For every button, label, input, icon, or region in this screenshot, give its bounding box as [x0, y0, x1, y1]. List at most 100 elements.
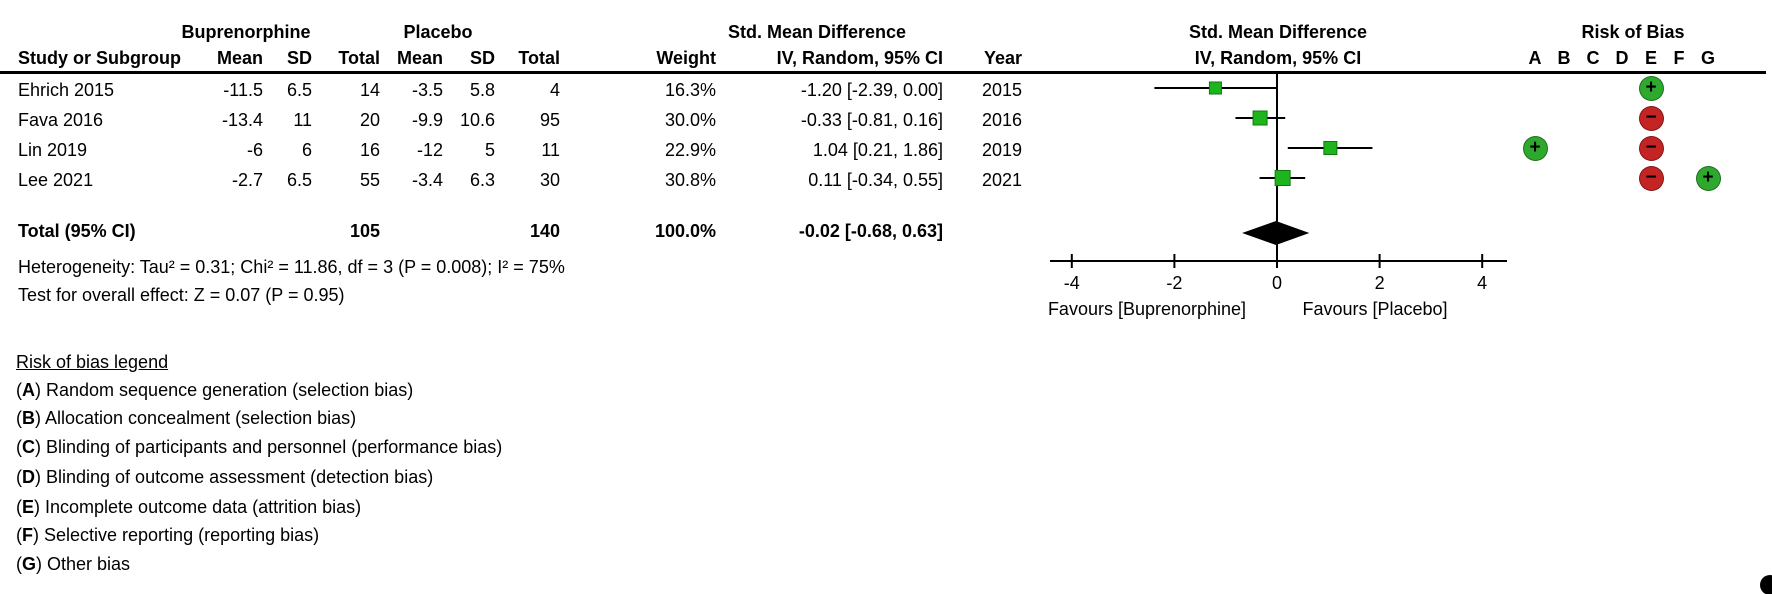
- study-column-header: Study or Subgroup: [18, 48, 181, 68]
- ctl-mean-header: Mean: [396, 48, 443, 68]
- rob-high-risk-icon: −: [1638, 135, 1664, 161]
- ctl-sd-cell: 5.8: [469, 80, 495, 100]
- legend-item-letter: D: [22, 467, 35, 487]
- axis-tick-label: 4: [1477, 273, 1488, 293]
- rob-column-letter: G: [1700, 48, 1716, 68]
- total-row-label: Total (95% CI): [18, 221, 136, 241]
- ctl-total-cell: 30: [539, 170, 560, 190]
- ctl-mean-cell: -9.9: [411, 110, 443, 130]
- legend-item: (E) Incomplete outcome data (attrition b…: [16, 497, 362, 517]
- exp-mean-cell: -2.7: [231, 170, 263, 190]
- ctl-mean-cell: -12: [416, 140, 443, 160]
- ctl-mean-cell: -3.4: [411, 170, 443, 190]
- exp-total-cell: 16: [359, 140, 380, 160]
- pooled-effect-diamond: [1242, 221, 1310, 245]
- ctl-total-cell: 11: [541, 140, 560, 160]
- legend-title: Risk of bias legend: [16, 352, 169, 372]
- effect-measure-plot-header: Std. Mean Difference: [1188, 22, 1368, 42]
- exp-sd-cell: 6.5: [286, 170, 312, 190]
- total-ci-text: -0.02 [-0.68, 0.63]: [798, 221, 943, 241]
- legend-item-letter: F: [22, 525, 33, 545]
- legend-item-letter: A: [22, 380, 35, 400]
- exp-total-cell: 20: [359, 110, 380, 130]
- year-cell: 2021: [981, 170, 1022, 190]
- rob-high-risk-icon: −: [1638, 165, 1664, 191]
- favours-left-label: Favours [Buprenorphine]: [1047, 299, 1247, 319]
- axis-tick-label: -2: [1166, 273, 1183, 293]
- weight-cell: 16.3%: [664, 80, 716, 100]
- header-rule: [0, 71, 1766, 74]
- corner-dot-artifact: [1760, 575, 1772, 594]
- legend-item-letter: E: [22, 497, 35, 517]
- favours-right-label: Favours [Placebo]: [1302, 299, 1448, 319]
- legend-item-letter: B: [22, 408, 35, 428]
- ctl-total-header: Total: [518, 48, 560, 68]
- weight-cell: 30.8%: [664, 170, 716, 190]
- legend-item: (G) Other bias: [16, 554, 131, 574]
- exp-mean-cell: -13.4: [221, 110, 263, 130]
- exp-total-cell: 14: [359, 80, 380, 100]
- exp-mean-cell: -11.5: [223, 80, 263, 100]
- effect-square: [1323, 141, 1338, 155]
- rob-column-letter: C: [1586, 48, 1600, 68]
- exp-total-cell: 55: [359, 170, 380, 190]
- weight-header: Weight: [656, 48, 716, 68]
- experimental-group-header: Buprenorphine: [181, 22, 311, 42]
- rob-column-letter: A: [1528, 48, 1542, 68]
- weight-cell: 22.9%: [664, 140, 716, 160]
- exp-sd-header: SD: [286, 48, 312, 68]
- rob-high-risk-icon: −: [1638, 105, 1664, 131]
- plot-method-header: IV, Random, 95% CI: [1194, 48, 1362, 68]
- effect-square: [1252, 110, 1268, 126]
- ctl-sd-header: SD: [469, 48, 495, 68]
- heterogeneity-stats: Heterogeneity: Tau² = 0.31; Chi² = 11.86…: [18, 257, 565, 277]
- exp-sd-cell: 6: [301, 140, 312, 160]
- legend-item: (D) Blinding of outcome assessment (dete…: [16, 467, 434, 487]
- legend-item: (F) Selective reporting (reporting bias): [16, 525, 320, 545]
- ci-text-cell: -0.33 [-0.81, 0.16]: [800, 110, 943, 130]
- ctl-total-cell: 95: [539, 110, 560, 130]
- rob-column-letter: B: [1557, 48, 1571, 68]
- year-cell: 2019: [981, 140, 1022, 160]
- ctl-sd-cell: 10.6: [459, 110, 495, 130]
- control-group-header: Placebo: [403, 22, 473, 42]
- axis-tick-label: 0: [1271, 273, 1283, 293]
- rob-low-risk-icon: +: [1638, 75, 1664, 101]
- rob-low-risk-icon: +: [1522, 135, 1548, 161]
- effect-square: [1274, 170, 1291, 186]
- axis-tick-label: 2: [1374, 273, 1385, 293]
- legend-item: (B) Allocation concealment (selection bi…: [16, 408, 357, 428]
- rob-column-letter: F: [1673, 48, 1685, 68]
- total-ctl-n: 140: [529, 221, 560, 241]
- exp-sd-cell: 6.5: [286, 80, 312, 100]
- ctl-sd-cell: 6.3: [469, 170, 495, 190]
- total-weight: 100.0%: [654, 221, 716, 241]
- legend-item-letter: G: [22, 554, 37, 574]
- weight-cell: 30.0%: [664, 110, 716, 130]
- rob-column-letter: D: [1615, 48, 1629, 68]
- exp-total-header: Total: [338, 48, 380, 68]
- year-cell: 2015: [981, 80, 1022, 100]
- rob-low-risk-icon: +: [1695, 165, 1721, 191]
- overall-effect-test: Test for overall effect: Z = 0.07 (P = 0…: [18, 285, 345, 305]
- risk-of-bias-title: Risk of Bias: [1581, 22, 1685, 42]
- ci-text-cell: 1.04 [0.21, 1.86]: [812, 140, 943, 160]
- ci-text-cell: 0.11 [-0.34, 0.55]: [808, 170, 943, 190]
- ctl-total-cell: 4: [549, 80, 560, 100]
- ci-text-cell: -1.20 [-2.39, 0.00]: [800, 80, 943, 100]
- year-column-header: Year: [983, 48, 1022, 68]
- rob-column-letter: E: [1644, 48, 1658, 68]
- study-name: Lin 2019: [18, 140, 88, 160]
- year-cell: 2016: [981, 110, 1022, 130]
- study-name: Ehrich 2015: [18, 80, 115, 100]
- effect-square: [1208, 81, 1222, 95]
- exp-mean-header: Mean: [216, 48, 263, 68]
- legend-item: (C) Blinding of participants and personn…: [16, 437, 503, 457]
- study-name: Fava 2016: [18, 110, 104, 130]
- ctl-mean-cell: -3.5: [411, 80, 443, 100]
- ci-column-header: IV, Random, 95% CI: [776, 48, 943, 68]
- legend-item-letter: C: [22, 437, 35, 457]
- exp-sd-cell: 11: [293, 110, 312, 130]
